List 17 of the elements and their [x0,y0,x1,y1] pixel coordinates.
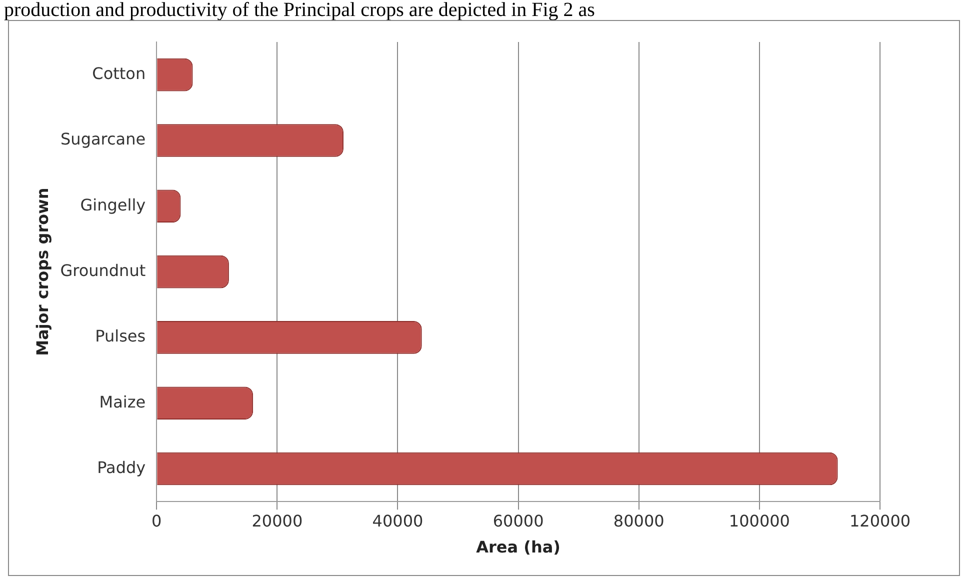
y-tick-label: Maize [99,392,146,412]
x-tick-label: 100000 [728,511,790,530]
y-axis-title: Major crops grown [32,188,52,356]
y-tick-label: Groundnut [60,260,146,280]
x-tick-label: 60000 [492,511,544,530]
y-tick-label: Pulses [95,326,146,346]
y-tick-label: Cotton [92,64,146,83]
x-tick-label: 20000 [252,511,303,530]
x-tick-label: 120000 [849,511,911,530]
y-tick-label: Paddy [97,458,146,477]
text: production and productivity of the Principal crops are depicted in Fig 2 as [3,0,596,22]
x-tick-label: 80000 [613,511,664,530]
x-tick-label: 0 [152,511,162,530]
y-tick-label: Sugarcane [60,130,146,149]
x-tick-label: 40000 [372,511,424,530]
y-tick-label: Gingelly [80,195,146,214]
x-axis-title: Area (ha) [476,538,560,557]
